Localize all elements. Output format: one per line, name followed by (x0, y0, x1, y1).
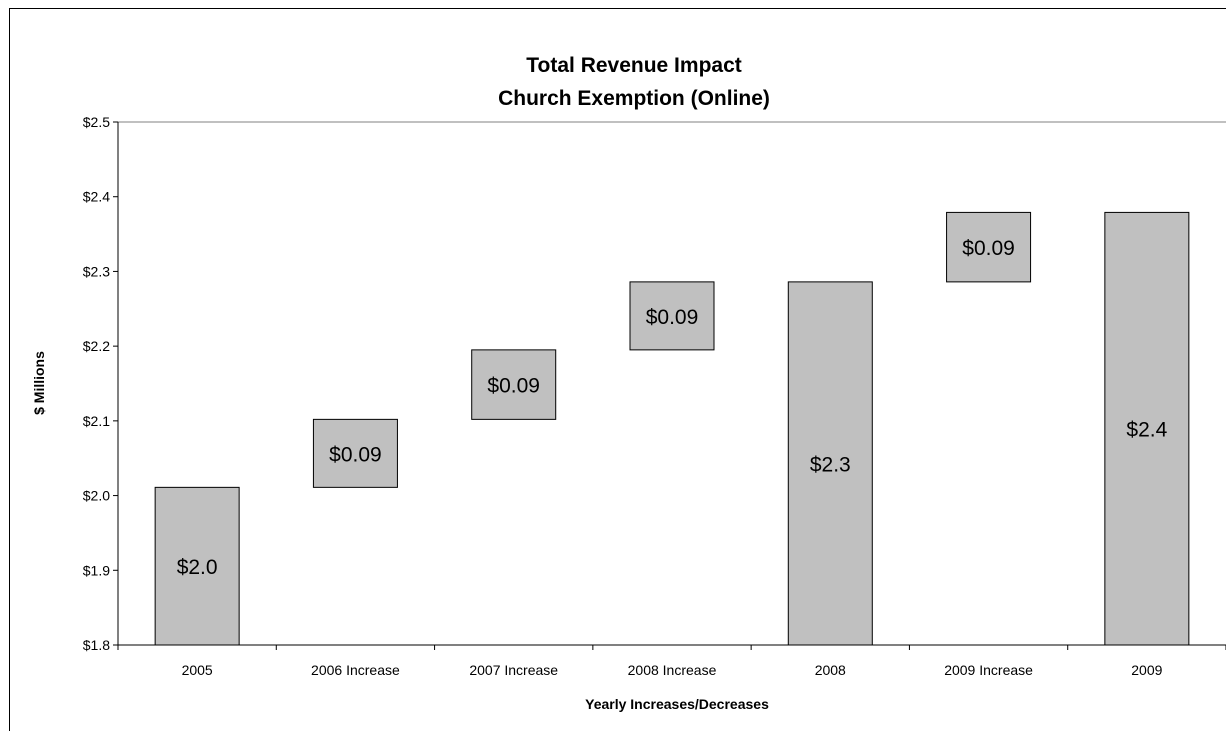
bar (946, 211, 1032, 283)
bar-data-label: $0.09 (646, 306, 699, 329)
y-tick-label: $2.2 (83, 338, 110, 354)
y-tick-label: $2.0 (83, 488, 110, 504)
x-category-label: 2005 (182, 662, 213, 678)
bar-data-label: $0.09 (487, 375, 540, 398)
y-tick-label: $2.4 (83, 189, 110, 205)
x-category-label: 2008 (815, 662, 846, 678)
bar (1104, 211, 1190, 646)
bar-data-label: $2.0 (177, 556, 218, 579)
bar-data-label: $2.4 (1126, 419, 1167, 442)
bar (629, 281, 715, 351)
x-category-label: 2006 Increase (311, 662, 400, 678)
y-tick-label: $1.8 (83, 637, 110, 653)
bar (471, 349, 557, 420)
plot-area: $1.8 $1.9 $2.0 $2.1 $2.2 $2.3 $2.4 $2.5 $2.0 $0.0… (83, 114, 1226, 678)
bar-data-label: $2.3 (810, 453, 851, 476)
x-category-label: 2009 (1131, 662, 1162, 678)
y-axis-title: $ Millions (31, 351, 47, 415)
bar (154, 486, 240, 646)
bar (312, 418, 398, 488)
y-tick-label: $2.5 (83, 114, 110, 130)
y-tick-label: $2.3 (83, 263, 110, 279)
x-category-label: 2008 Increase (628, 662, 717, 678)
chart-title: Total Revenue Impact (526, 54, 742, 77)
y-tick-label: $1.9 (83, 562, 110, 578)
x-category-label: 2009 Increase (944, 662, 1033, 678)
bar (787, 281, 873, 646)
x-category-label: 2007 Increase (469, 662, 558, 678)
bar-data-label: $0.09 (962, 237, 1015, 260)
y-tick-label: $2.1 (83, 413, 110, 429)
x-axis-title: Yearly Increases/Decreases (585, 696, 769, 712)
bar-data-label: $0.09 (329, 443, 382, 466)
chart-subtitle: Church Exemption (Online) (498, 87, 770, 110)
